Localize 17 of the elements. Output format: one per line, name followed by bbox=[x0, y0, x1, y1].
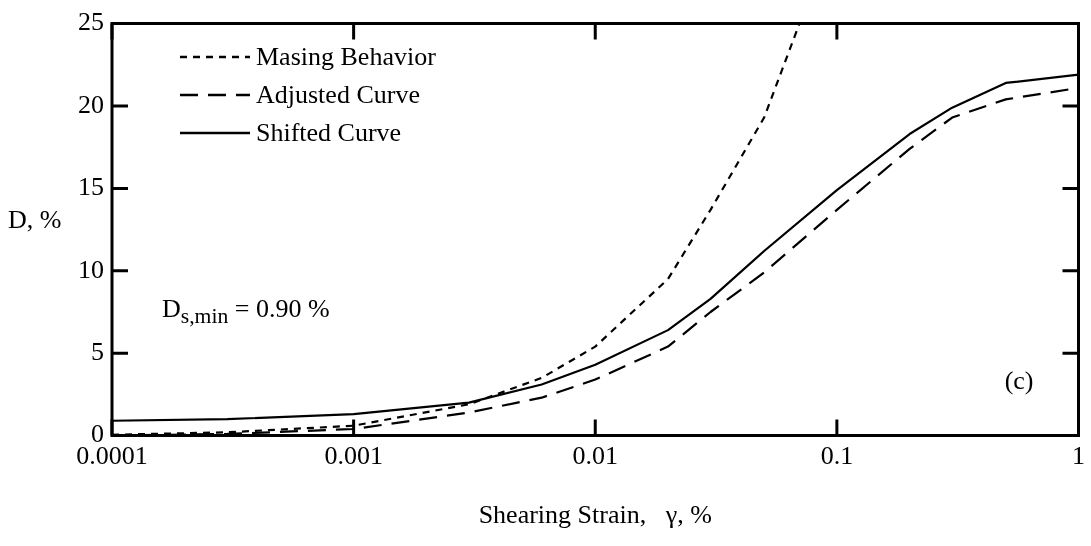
y-axis-title: D, % bbox=[8, 205, 62, 235]
y-tick-label: 25 bbox=[78, 7, 104, 37]
x-tick-label: 0.001 bbox=[324, 441, 383, 471]
y-tick-label: 15 bbox=[78, 172, 104, 202]
annotation: (c) bbox=[1004, 365, 1034, 396]
legend-label: Masing Behavior bbox=[256, 42, 436, 72]
y-tick-label: 5 bbox=[91, 337, 104, 367]
x-tick-label: 1 bbox=[1072, 441, 1085, 471]
annotation: D$_{s,min}$ = 0.90 % bbox=[162, 293, 330, 329]
y-tick-label: 10 bbox=[78, 254, 104, 284]
x-tick-label: 0.0001 bbox=[76, 441, 148, 471]
legend-label: Shifted Curve bbox=[256, 118, 402, 148]
x-tick-label: 0.01 bbox=[572, 441, 618, 471]
x-axis-title: Shearing Strain, γ, % bbox=[478, 500, 712, 530]
legend-label: Adjusted Curve bbox=[256, 80, 420, 110]
y-tick-label: 20 bbox=[78, 89, 104, 119]
x-tick-label: 0.1 bbox=[820, 441, 854, 471]
